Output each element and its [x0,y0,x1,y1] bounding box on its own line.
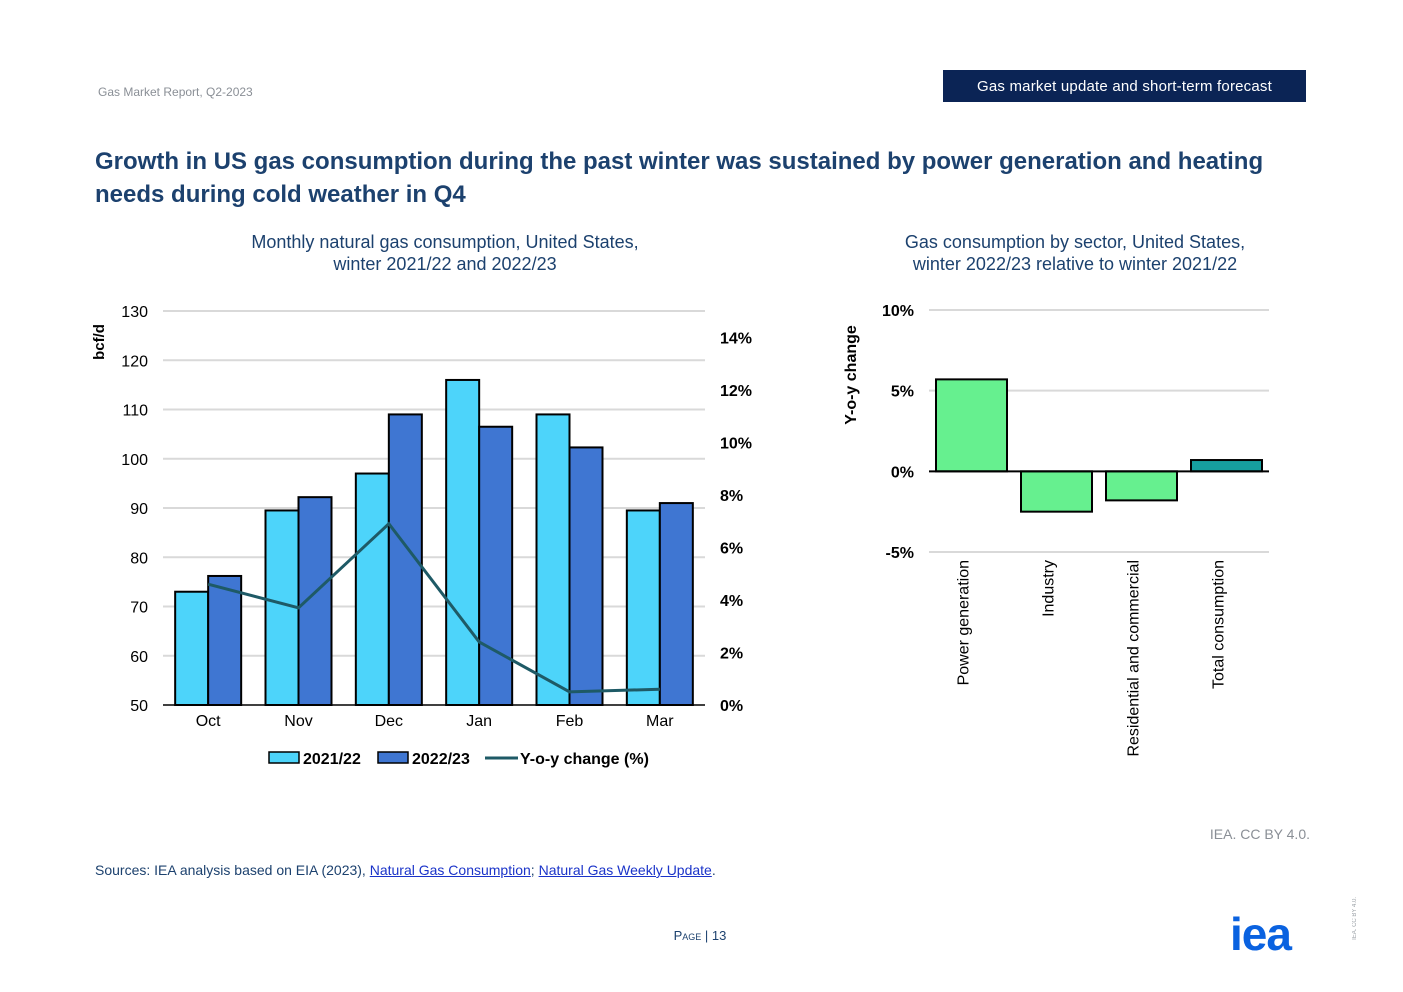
left-y-tick-label: 110 [122,403,148,420]
left-chart-title-line1: Monthly natural gas consumption, United … [251,232,639,252]
report-name: Gas Market Report, Q2-2023 [98,85,253,99]
sources-suffix: . [711,862,716,878]
page-number: Page | 13 [673,928,727,943]
right-y-axis-label: Y-o-y change [843,325,860,425]
right-chart-title-line2: winter 2022/23 relative to winter 2021/2… [912,254,1238,274]
left-y2-tick-label: 6% [720,540,743,557]
right-chart-title: Gas consumption by sector, United States… [855,231,1295,275]
left-x-tick-label: Oct [196,713,221,730]
left-x-tick-label: Nov [284,713,312,730]
sector-bar [935,378,1008,473]
right-x-tick-label: Total consumption [1211,560,1228,689]
left-y-tick-label: 80 [130,550,148,567]
left-y2-tick-label: 12% [720,383,752,400]
left-x-tick-label: Dec [375,713,403,730]
left-y-tick-label: 60 [130,649,148,666]
page-number-value: 13 [711,928,727,943]
sources-prefix: Sources: IEA analysis based on EIA (2023… [95,862,370,878]
bar-2022-23 [568,446,604,706]
right-x-tick-label: Residential and commercial [1126,560,1143,757]
right-y-tick-label: 5% [891,384,914,401]
natural-gas-weekly-update-link[interactable]: Natural Gas Weekly Update [538,862,712,878]
iea-logo-text: iea [1230,914,1292,954]
left-x-tick-label: Mar [646,713,674,730]
monthly-consumption-chart: 130 120 110 100 90 80 70 60 50 14% 12% 10% 8% 6% 4% 2% 0… [91,304,752,768]
section-banner: Gas market update and short-term forecas… [943,70,1306,102]
right-y-tick-label: 0% [891,464,914,481]
left-y2-tick-label: 8% [720,488,743,505]
left-y-axis-label: bcf/d [91,324,108,360]
vertical-credit: IEA. CC BY 4.0. [1352,897,1358,940]
bar-2021-22 [445,378,481,706]
bar-2021-22 [535,413,571,706]
right-y-tick-label: 10% [882,303,914,320]
sector-bar [1105,470,1178,502]
sources-separator: ; [530,862,539,878]
right-chart-title-line1: Gas consumption by sector, United States… [904,232,1246,252]
sources-line: Sources: IEA analysis based on EIA (2023… [95,862,716,878]
left-y2-tick-label: 4% [720,593,743,610]
legend-label-2021-22: 2021/22 [303,751,361,768]
bar-2022-23 [207,574,243,707]
left-chart-title: Monthly natural gas consumption, United … [190,231,700,275]
left-y-tick-label: 100 [121,452,148,469]
left-x-tick-label: Feb [556,713,584,730]
left-y2-tick-label: 2% [720,645,743,662]
headline: Growth in US gas consumption during the … [95,148,1264,208]
bar-2022-23 [478,425,514,706]
left-y-tick-label: 120 [121,353,148,370]
legend-label-yoy: Y-o-y change (%) [520,751,649,768]
bar-2022-23 [297,496,333,707]
left-y-tick-label: 70 [130,600,148,617]
left-y-tick-label: 90 [130,501,148,518]
legend-label-2022-23: 2022/23 [412,751,470,768]
left-y2-tick-label: 14% [720,330,752,347]
bar-2021-22 [174,590,210,706]
left-y2-tick-label: 10% [720,435,752,452]
right-x-tick-label: Industry [1041,560,1058,617]
bar-2021-22 [354,472,390,706]
page-label: Page [673,928,702,943]
left-y-tick-label: 50 [130,698,148,715]
legend-swatch-2021-22 [268,751,300,764]
sector-bar [1190,459,1263,473]
credit: IEA. CC BY 4.0. [1209,826,1310,842]
bar-2022-23 [658,502,694,707]
right-y-tick-label: -5% [886,545,914,562]
bar-2021-22 [625,509,661,706]
iea-logo: iea [1230,914,1293,954]
left-y-tick-label: 130 [121,304,148,321]
left-x-tick-label: Jan [466,713,492,730]
sector-bar [1020,470,1093,513]
left-y2-tick-label: 0% [720,698,743,715]
yoy-change-line [207,521,660,694]
natural-gas-consumption-link[interactable]: Natural Gas Consumption [369,862,531,878]
legend-swatch-2022-23 [377,751,409,764]
right-x-tick-label: Power generation [956,560,973,685]
sector-change-chart: 10% 5% 0% -5% Y-o-y change Power generation In… [843,303,1269,757]
left-chart-title-line2: winter 2021/22 and 2022/23 [333,254,557,274]
